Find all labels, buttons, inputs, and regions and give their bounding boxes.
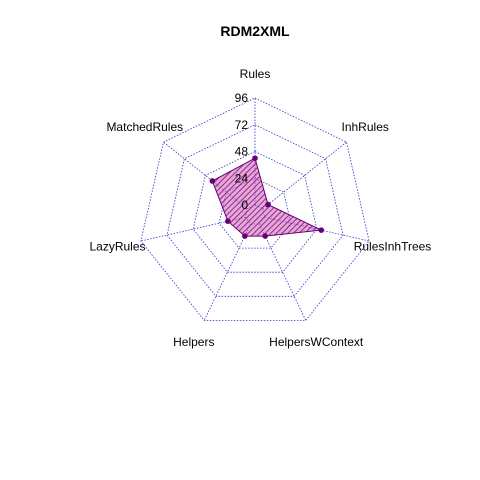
data-point-matchedrules <box>209 178 216 184</box>
radar-grid <box>140 97 370 321</box>
data-point-inhrules <box>265 201 271 208</box>
tick-label-72: 72 <box>235 118 249 132</box>
tick-label-24: 24 <box>235 171 249 185</box>
tick-label-0: 0 <box>241 198 248 212</box>
axis-label-rules: Rules <box>240 67 271 81</box>
grid-ring-2 <box>192 151 318 273</box>
grid-ring-4 <box>140 97 370 321</box>
radar-axis-labels: Rules InhRules RulesInhTrees HelpersWContex… <box>89 67 431 349</box>
axis-label-inhrules: InhRules <box>342 120 389 134</box>
axis-label-rulesinhtrees: RulesInhTrees <box>354 239 432 253</box>
tick-label-96: 96 <box>235 91 249 105</box>
radar-series <box>209 155 325 239</box>
grid-ring-3 <box>166 124 344 297</box>
data-point-helpers <box>242 233 248 239</box>
chart-title: RDM2XML <box>220 23 290 39</box>
data-point-helperswcontext <box>262 233 268 239</box>
tick-label-48: 48 <box>235 145 249 159</box>
data-point-rulesinhtrees <box>318 227 325 233</box>
axis-label-helpers: Helpers <box>173 335 214 349</box>
series-outline-0 <box>211 157 324 237</box>
radar-tick-labels: 0 24 48 72 96 <box>235 91 249 212</box>
axis-label-matchedrules: MatchedRules <box>106 120 183 134</box>
data-point-lazyrules <box>225 218 231 224</box>
axis-label-helperswcontext: HelpersWContext <box>269 335 364 349</box>
axis-label-lazyrules: LazyRules <box>89 239 145 253</box>
grid-ring-1 <box>218 177 292 249</box>
data-point-rules <box>252 155 258 161</box>
